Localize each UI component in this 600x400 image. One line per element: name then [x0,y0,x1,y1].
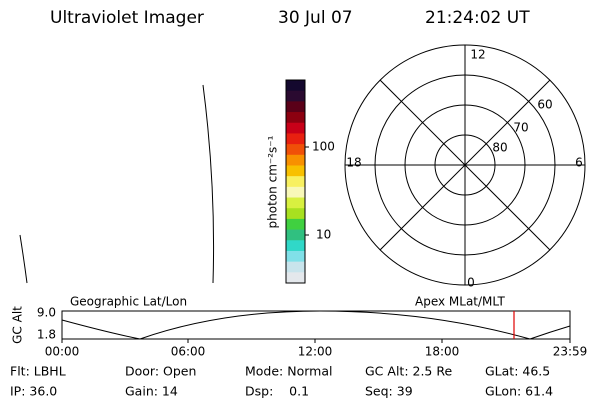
color-bar-frame [285,79,306,284]
color-swatch [286,261,305,273]
color-swatch [286,101,305,113]
date: 30 Jul 07 [278,8,353,28]
color-swatch [286,208,305,220]
x-ticks: 00:00 06:00 12:00 18:00 23:59 [45,339,588,359]
y-tick-label: 1.8 [37,328,56,342]
status-field: Door: Open [125,364,196,379]
status-field: Dsp: 0.1 [245,384,309,399]
status-field: GC Alt: 2.5 Re [365,364,452,379]
x-tick-label: 18:00 [425,345,460,359]
color-swatch [286,176,305,188]
mlt-label: 0 [467,276,475,290]
y-tick-label: 9.0 [37,306,56,320]
plot-title: Apex MLat/MLT [415,295,505,309]
title: Ultraviolet Imager [50,8,204,28]
x-tick-label: 00:00 [45,345,80,359]
color-swatch [286,240,305,252]
spoke [379,79,551,251]
status-field: GLon: 61.4 [485,384,553,399]
color-swatch [286,250,305,263]
mlt-label: 6 [575,156,583,170]
lat-label: 60 [537,98,552,112]
color-swatch [286,186,305,199]
color-swatch [286,144,305,156]
color-swatch [286,122,305,134]
plot-title: Geographic Lat/Lon [70,295,187,309]
color-swatch [286,165,305,177]
color-swatch [286,197,305,209]
time: 21:24:02 UT [425,8,530,28]
y-axis-label: GC Alt [11,306,25,344]
mlt-label: 12 [470,48,485,62]
status-field: Mode: Normal [245,364,332,379]
colorbar-label: photon cm⁻²s⁻¹ [266,135,280,228]
status-field: Gain: 14 [125,384,178,399]
altitude-curve [61,310,571,340]
x-tick-label: 23:59 [553,345,588,359]
color-bar [285,79,306,284]
color-swatch [286,112,305,124]
mlt-label: 18 [346,156,361,170]
color-swatch [286,80,305,92]
globe-limb [19,234,28,284]
color-swatch [286,229,305,241]
status-panel: Flt: LBHL Door: Open Mode: Normal GC Alt: 2… [10,364,553,399]
status-field: IP: 36.0 [10,384,57,399]
color-swatch [286,218,305,231]
colorbar-tick-label: 100 [312,140,335,154]
x-tick-label: 06:00 [171,345,206,359]
globe-limb [202,84,215,284]
color-swatch [286,272,305,284]
lat-label: 80 [492,141,507,155]
status-field: Seq: 39 [365,384,413,399]
colorbar-tick-label: 10 [316,228,331,242]
polar-grid [344,44,586,286]
status-field: GLat: 46.5 [485,364,550,379]
color-swatch [286,133,305,145]
lat-label: 70 [513,121,528,135]
color-swatch [286,154,305,166]
status-field: Flt: LBHL [10,364,66,379]
color-swatch [286,90,305,102]
x-tick-label: 12:00 [298,345,333,359]
